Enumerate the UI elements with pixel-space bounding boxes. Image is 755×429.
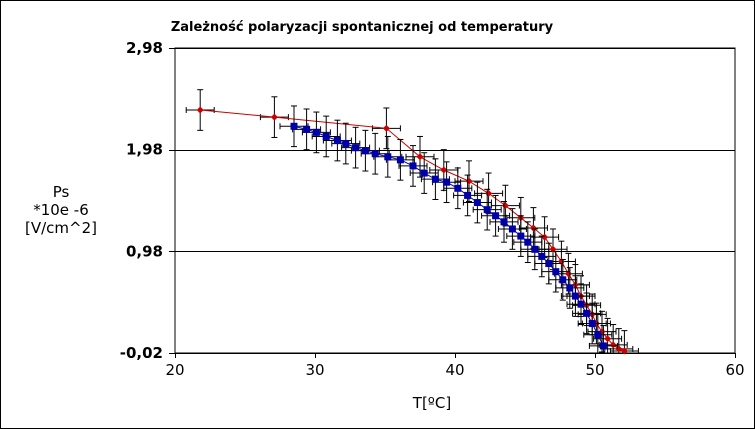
data-point (599, 342, 607, 350)
y-tick-label: 0,98 (126, 242, 163, 260)
y-axis-label-line-3: [V/cm^2] (25, 219, 97, 237)
x-tick-label: 20 (165, 361, 184, 379)
data-point (270, 113, 278, 121)
x-tick-label: 60 (725, 361, 744, 379)
x-tick-label: 30 (305, 361, 324, 379)
data-point (420, 169, 428, 177)
data-point (473, 199, 481, 207)
data-point (531, 245, 539, 253)
data-point (440, 166, 448, 174)
plot-area-border (174, 47, 736, 354)
data-point (588, 320, 596, 328)
data-point (517, 232, 525, 240)
data-point (382, 124, 390, 132)
data-point (492, 212, 500, 220)
data-point (431, 175, 439, 183)
data-point (465, 177, 473, 185)
data-point (577, 300, 585, 308)
x-tick-label: 50 (585, 361, 604, 379)
x-tick-labels: 20 30 40 50 60 (165, 361, 744, 379)
y-tick-label: -0,02 (120, 344, 163, 362)
y-axis-label-line-1: Ps (53, 183, 70, 201)
data-point (361, 147, 369, 155)
data-point (604, 335, 612, 343)
data-point (620, 347, 628, 355)
data-point (524, 238, 532, 246)
data-point (342, 140, 350, 148)
data-point (541, 233, 549, 241)
data-point (552, 268, 560, 276)
data-point (303, 125, 311, 133)
y-tick-labels: -0,02 0,98 1,98 2,98 (120, 39, 163, 362)
data-point (352, 144, 360, 152)
data-point (538, 252, 546, 260)
data-point (508, 225, 516, 233)
y-tick-label: 2,98 (126, 39, 163, 57)
data-point (485, 189, 493, 197)
error-bar (185, 89, 215, 131)
y-tick-label: 1,98 (126, 141, 163, 159)
data-point (500, 218, 508, 226)
series-1 (185, 89, 639, 355)
x-tick-label: 40 (445, 361, 464, 379)
data-point (583, 309, 591, 317)
series-layer (185, 89, 639, 355)
data-point (594, 331, 602, 339)
data-point (409, 162, 417, 170)
error-bar (572, 292, 602, 335)
data-point (290, 122, 298, 130)
y-axis-label: Ps *10e -6 [V/cm^2] (25, 183, 97, 237)
data-point (609, 341, 617, 349)
data-point (545, 260, 553, 268)
y-axis-label-line-2: *10e -6 (33, 201, 89, 219)
data-point (571, 292, 579, 300)
data-point (416, 153, 424, 161)
series-2 (279, 105, 618, 354)
data-point (483, 206, 491, 214)
data-point (322, 132, 330, 140)
data-point (559, 276, 567, 284)
data-point (333, 137, 341, 145)
grid-layer (169, 48, 736, 358)
data-point (312, 128, 320, 136)
data-point (454, 184, 462, 192)
data-point (196, 106, 204, 114)
data-point (371, 150, 379, 158)
chart-title: Zależność polaryzacji spontanicznej od t… (171, 20, 554, 35)
data-point (384, 153, 392, 161)
data-point (464, 191, 472, 199)
series-line (200, 109, 625, 352)
x-axis-label: T[ºC] (412, 394, 451, 412)
series-line (293, 125, 604, 347)
data-point (396, 156, 404, 164)
data-point (566, 284, 574, 292)
data-point (443, 178, 451, 186)
